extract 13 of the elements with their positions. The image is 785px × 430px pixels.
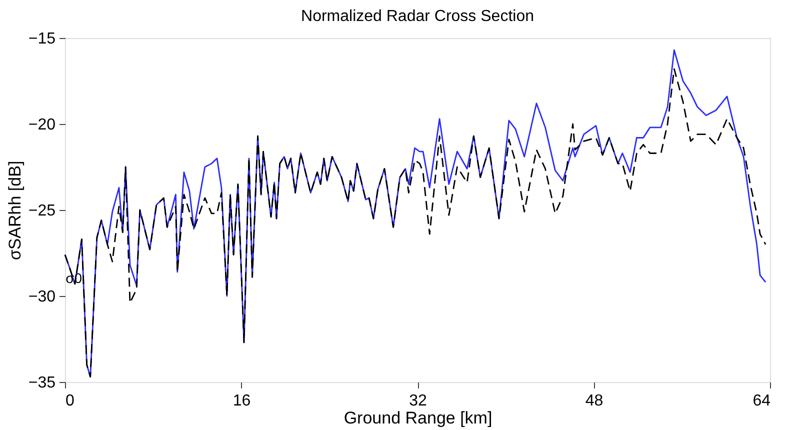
x-tick-label: 16 (232, 392, 251, 410)
y-tick-label: −35 (28, 374, 56, 392)
y-tick-label: −25 (28, 202, 56, 220)
x-tick-label: 32 (409, 392, 427, 410)
y-tick-label: −15 (28, 30, 56, 48)
y-tick-label: −20 (28, 116, 56, 134)
x-tick-label: 48 (585, 392, 604, 410)
y-tick-label: −30 (28, 288, 56, 306)
x-tick-label: 0 (66, 392, 74, 410)
x-tick-label: 64 (752, 392, 771, 410)
chart-title: Normalized Radar Cross Section (301, 8, 534, 25)
y-axis-title: σSARhh [dB] (5, 160, 24, 260)
x-axis-title: Ground Range [km] (344, 408, 492, 428)
